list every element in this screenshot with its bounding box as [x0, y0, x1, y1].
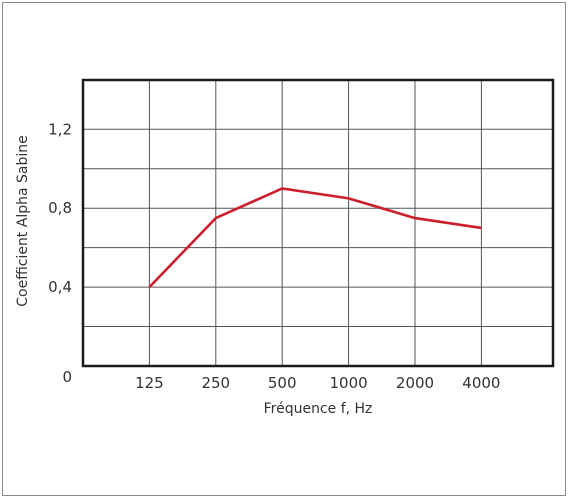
- x-tick-label: 2000: [396, 374, 434, 392]
- plot-area-border: [83, 80, 553, 366]
- x-tick-labels: 125 250 500 1000 2000 4000: [135, 374, 500, 392]
- y-tick-label: 0,8: [48, 199, 72, 217]
- x-tick-label: 1000: [330, 374, 368, 392]
- y-tick-label: 0,4: [48, 278, 72, 296]
- y-tick-label: 0: [62, 368, 72, 386]
- y-tick-label: 1,2: [48, 120, 72, 138]
- series-line: [149, 188, 481, 287]
- x-tick-label: 4000: [462, 374, 500, 392]
- grid-layer: [83, 80, 553, 366]
- x-tick-label: 125: [135, 374, 164, 392]
- x-axis-title: Fréquence f, Hz: [264, 401, 373, 417]
- y-axis-title: Coefficient Alpha Sabine: [15, 135, 31, 307]
- x-tick-label: 250: [201, 374, 230, 392]
- series-layer: [149, 188, 481, 287]
- y-tick-labels: 0 0,4 0,8 1,2: [48, 120, 72, 386]
- x-tick-label: 500: [268, 374, 297, 392]
